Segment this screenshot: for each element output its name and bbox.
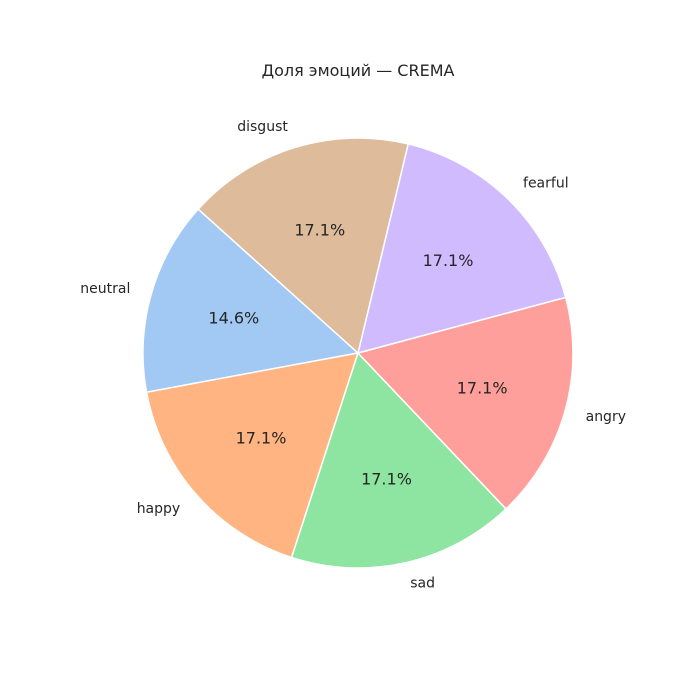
slice-label-neutral: neutral [80, 281, 130, 297]
pct-label-happy: 17.1% [236, 429, 287, 448]
pct-label-disgust: 17.1% [294, 220, 345, 239]
slice-label-fearful: fearful [523, 176, 569, 192]
slice-label-happy: happy [137, 501, 181, 517]
slice-label-sad: sad [410, 576, 435, 592]
slice-label-angry: angry [586, 409, 626, 425]
pie-slice-sad [290, 351, 508, 569]
pct-label-sad: 17.1% [361, 469, 412, 488]
pie-slice-happy [145, 352, 360, 559]
pct-label-angry: 17.1% [457, 379, 508, 398]
chart-title: Доля эмоций — CREMA [262, 61, 455, 80]
pct-label-neutral: 14.6% [208, 308, 259, 327]
pie-slice-disgust [197, 137, 410, 355]
pie-slice-neutral [142, 208, 360, 394]
slice-label-disgust: disgust [237, 119, 288, 135]
pie-slice-angry [356, 296, 574, 511]
pie-slices [142, 137, 574, 569]
pct-label-fearful: 17.1% [423, 251, 474, 270]
pie-labels: neutral 14.6% happy 17.1% sad 17.1% angry 17.1%… [80, 119, 626, 592]
pie-slice-fearful [356, 143, 567, 355]
